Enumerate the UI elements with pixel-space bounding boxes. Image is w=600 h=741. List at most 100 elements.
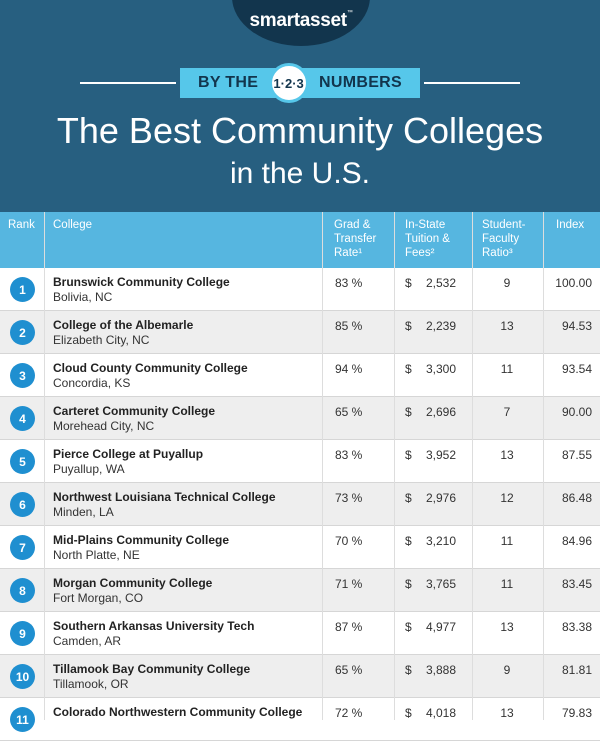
table-row: 6 Northwest Louisiana Technical College Mi… — [0, 483, 600, 526]
table-row: 5 Pierce College at Puyallup Puyallup, WA 8… — [0, 440, 600, 483]
table-row: 1 Brunswick Community College Bolivia, NC 8… — [0, 268, 600, 311]
column-divider — [543, 212, 544, 720]
grad-rate-cell: 65 % — [335, 663, 363, 677]
college-location: North Platte, NE — [53, 548, 140, 562]
college-name: Carteret Community College — [53, 404, 216, 418]
rank-badge: 5 — [10, 449, 35, 474]
rank-badge: 3 — [10, 363, 35, 388]
ratio-cell: 9 — [503, 663, 511, 677]
tuition-cell: 2,239 — [425, 319, 456, 333]
index-cell: 83.45 — [561, 577, 592, 591]
table-row: 3 Cloud County Community College Concordia… — [0, 354, 600, 397]
ratio-cell: 9 — [503, 276, 511, 290]
currency-symbol: $ — [405, 706, 412, 720]
tuition-cell: 3,952 — [425, 448, 456, 462]
grad-rate-cell: 83 % — [335, 448, 363, 462]
index-cell: 84.96 — [561, 534, 592, 548]
ratio-cell: 13 — [500, 448, 514, 462]
table-row: 8 Morgan Community College Fort Morgan, CO… — [0, 569, 600, 612]
currency-symbol: $ — [405, 663, 412, 677]
currency-symbol: $ — [405, 491, 412, 505]
tuition-cell: 2,532 — [425, 276, 456, 290]
tuition-cell: 3,300 — [425, 362, 456, 376]
currency-symbol: $ — [405, 577, 412, 591]
college-name: Colorado Northwestern Community College — [53, 705, 303, 719]
college-location: Bolivia, NC — [53, 290, 113, 304]
grad-rate-cell: 72 % — [335, 706, 363, 720]
grad-rate-cell: 85 % — [335, 319, 363, 333]
currency-symbol: $ — [405, 405, 412, 419]
college-location: Minden, LA — [53, 505, 114, 519]
banner-pill: BY THE 1·2·3 NUMBERS — [180, 63, 420, 103]
currency-symbol: $ — [405, 534, 412, 548]
currency-symbol: $ — [405, 276, 412, 290]
column-divider — [472, 212, 473, 720]
table-row: 4 Carteret Community College Morehead City… — [0, 397, 600, 440]
tuition-cell: 4,018 — [425, 706, 456, 720]
college-location: Puyallup, WA — [53, 462, 125, 476]
rank-badge: 8 — [10, 578, 35, 603]
college-location: Fort Morgan, CO — [53, 591, 144, 605]
college-location: Elizabeth City, NC — [53, 333, 150, 347]
currency-symbol: $ — [405, 319, 412, 333]
tuition-cell: 2,696 — [425, 405, 456, 419]
tuition-cell: 2,976 — [425, 491, 456, 505]
table-row: 7 Mid-Plains Community College North Platt… — [0, 526, 600, 569]
column-header-college: College — [53, 219, 92, 231]
column-divider — [322, 212, 323, 720]
rank-badge: 1 — [10, 277, 35, 302]
row-divider — [0, 568, 600, 569]
college-name: Pierce College at Puyallup — [53, 447, 204, 461]
index-cell: 87.55 — [561, 448, 592, 462]
numbers-circle-icon: 1·2·3 — [268, 63, 309, 103]
grad-rate-cell: 94 % — [335, 362, 363, 376]
college-name: Morgan Community College — [53, 576, 213, 590]
banner-rule-left — [80, 82, 176, 84]
brand-logo[interactable]: smartasset™ — [249, 10, 353, 31]
currency-symbol: $ — [405, 620, 412, 634]
tuition-cell: 3,210 — [425, 534, 456, 548]
index-cell: 79.83 — [561, 706, 592, 720]
college-name: Tillamook Bay Community College — [53, 662, 251, 676]
column-header-rank: Rank — [8, 219, 35, 231]
table-row: 10 Tillamook Bay Community College Tillamo… — [0, 655, 600, 698]
column-divider — [44, 212, 45, 720]
table-header: Rank College Grad & Transfer Rate¹ In-Stat… — [0, 212, 600, 268]
by-the-numbers-banner: BY THE 1·2·3 NUMBERS — [0, 63, 600, 103]
table-row: 2 College of the Albemarle Elizabeth City,… — [0, 311, 600, 354]
index-cell: 81.81 — [561, 663, 592, 677]
rank-badge: 6 — [10, 492, 35, 517]
row-divider — [0, 525, 600, 526]
index-cell: 83.38 — [561, 620, 592, 634]
ratio-cell: 13 — [500, 620, 514, 634]
college-name: Mid-Plains Community College — [53, 533, 230, 547]
row-divider — [0, 439, 600, 440]
column-header-index: Index — [556, 219, 585, 231]
row-divider — [0, 697, 600, 698]
college-location: Tillamook, OR — [53, 677, 129, 691]
row-divider — [0, 396, 600, 397]
ratio-cell: 13 — [500, 706, 514, 720]
college-location: Morehead City, NC — [53, 419, 155, 433]
rank-badge: 9 — [10, 621, 35, 646]
college-name: College of the Albemarle — [53, 318, 194, 332]
ratio-cell: 13 — [500, 319, 514, 333]
banner-right-text: NUMBERS — [319, 74, 402, 91]
logo-tab: smartasset™ — [232, 0, 370, 46]
rank-badge: 7 — [10, 535, 35, 560]
page-title: The Best Community Colleges — [56, 110, 544, 151]
column-header-tuition: In-State Tuition & Fees² — [405, 219, 450, 259]
banner-rule-right — [424, 82, 520, 84]
row-divider — [0, 482, 600, 483]
page-subtitle: in the U.S. — [229, 157, 371, 190]
infographic-header: smartasset™ BY THE 1·2·3 NUMBERS The Bes… — [0, 0, 600, 212]
row-divider — [0, 611, 600, 612]
rank-badge: 10 — [10, 664, 35, 689]
row-divider — [0, 654, 600, 655]
ratio-cell: 12 — [500, 491, 514, 505]
index-cell: 90.00 — [561, 405, 592, 419]
index-cell: 94.53 — [561, 319, 592, 333]
rank-badge: 2 — [10, 320, 35, 345]
table-row: 9 Southern Arkansas University Tech Camden… — [0, 612, 600, 655]
grad-rate-cell: 71 % — [335, 577, 363, 591]
